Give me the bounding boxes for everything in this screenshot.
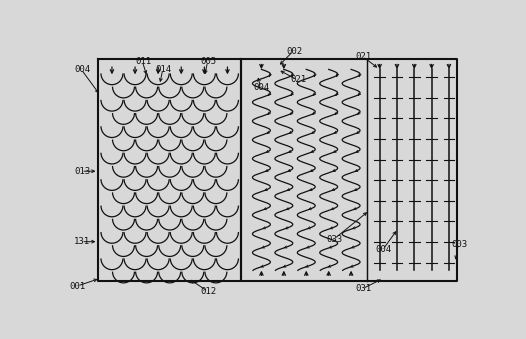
Text: 001: 001 [70, 282, 86, 291]
Text: 021: 021 [355, 52, 371, 61]
Text: 005: 005 [200, 57, 216, 66]
Text: 004: 004 [74, 65, 90, 74]
Text: 021: 021 [290, 75, 306, 84]
Text: 033: 033 [327, 235, 343, 243]
Text: 031: 031 [355, 284, 371, 293]
Text: 004: 004 [254, 83, 269, 92]
Text: 011: 011 [135, 57, 151, 66]
Text: 131: 131 [74, 237, 90, 246]
Text: 004: 004 [376, 245, 392, 254]
Text: 013: 013 [74, 167, 90, 176]
Text: 014: 014 [156, 65, 171, 74]
Text: 012: 012 [200, 287, 216, 296]
Text: 002: 002 [286, 47, 302, 56]
Text: 003: 003 [451, 240, 467, 249]
